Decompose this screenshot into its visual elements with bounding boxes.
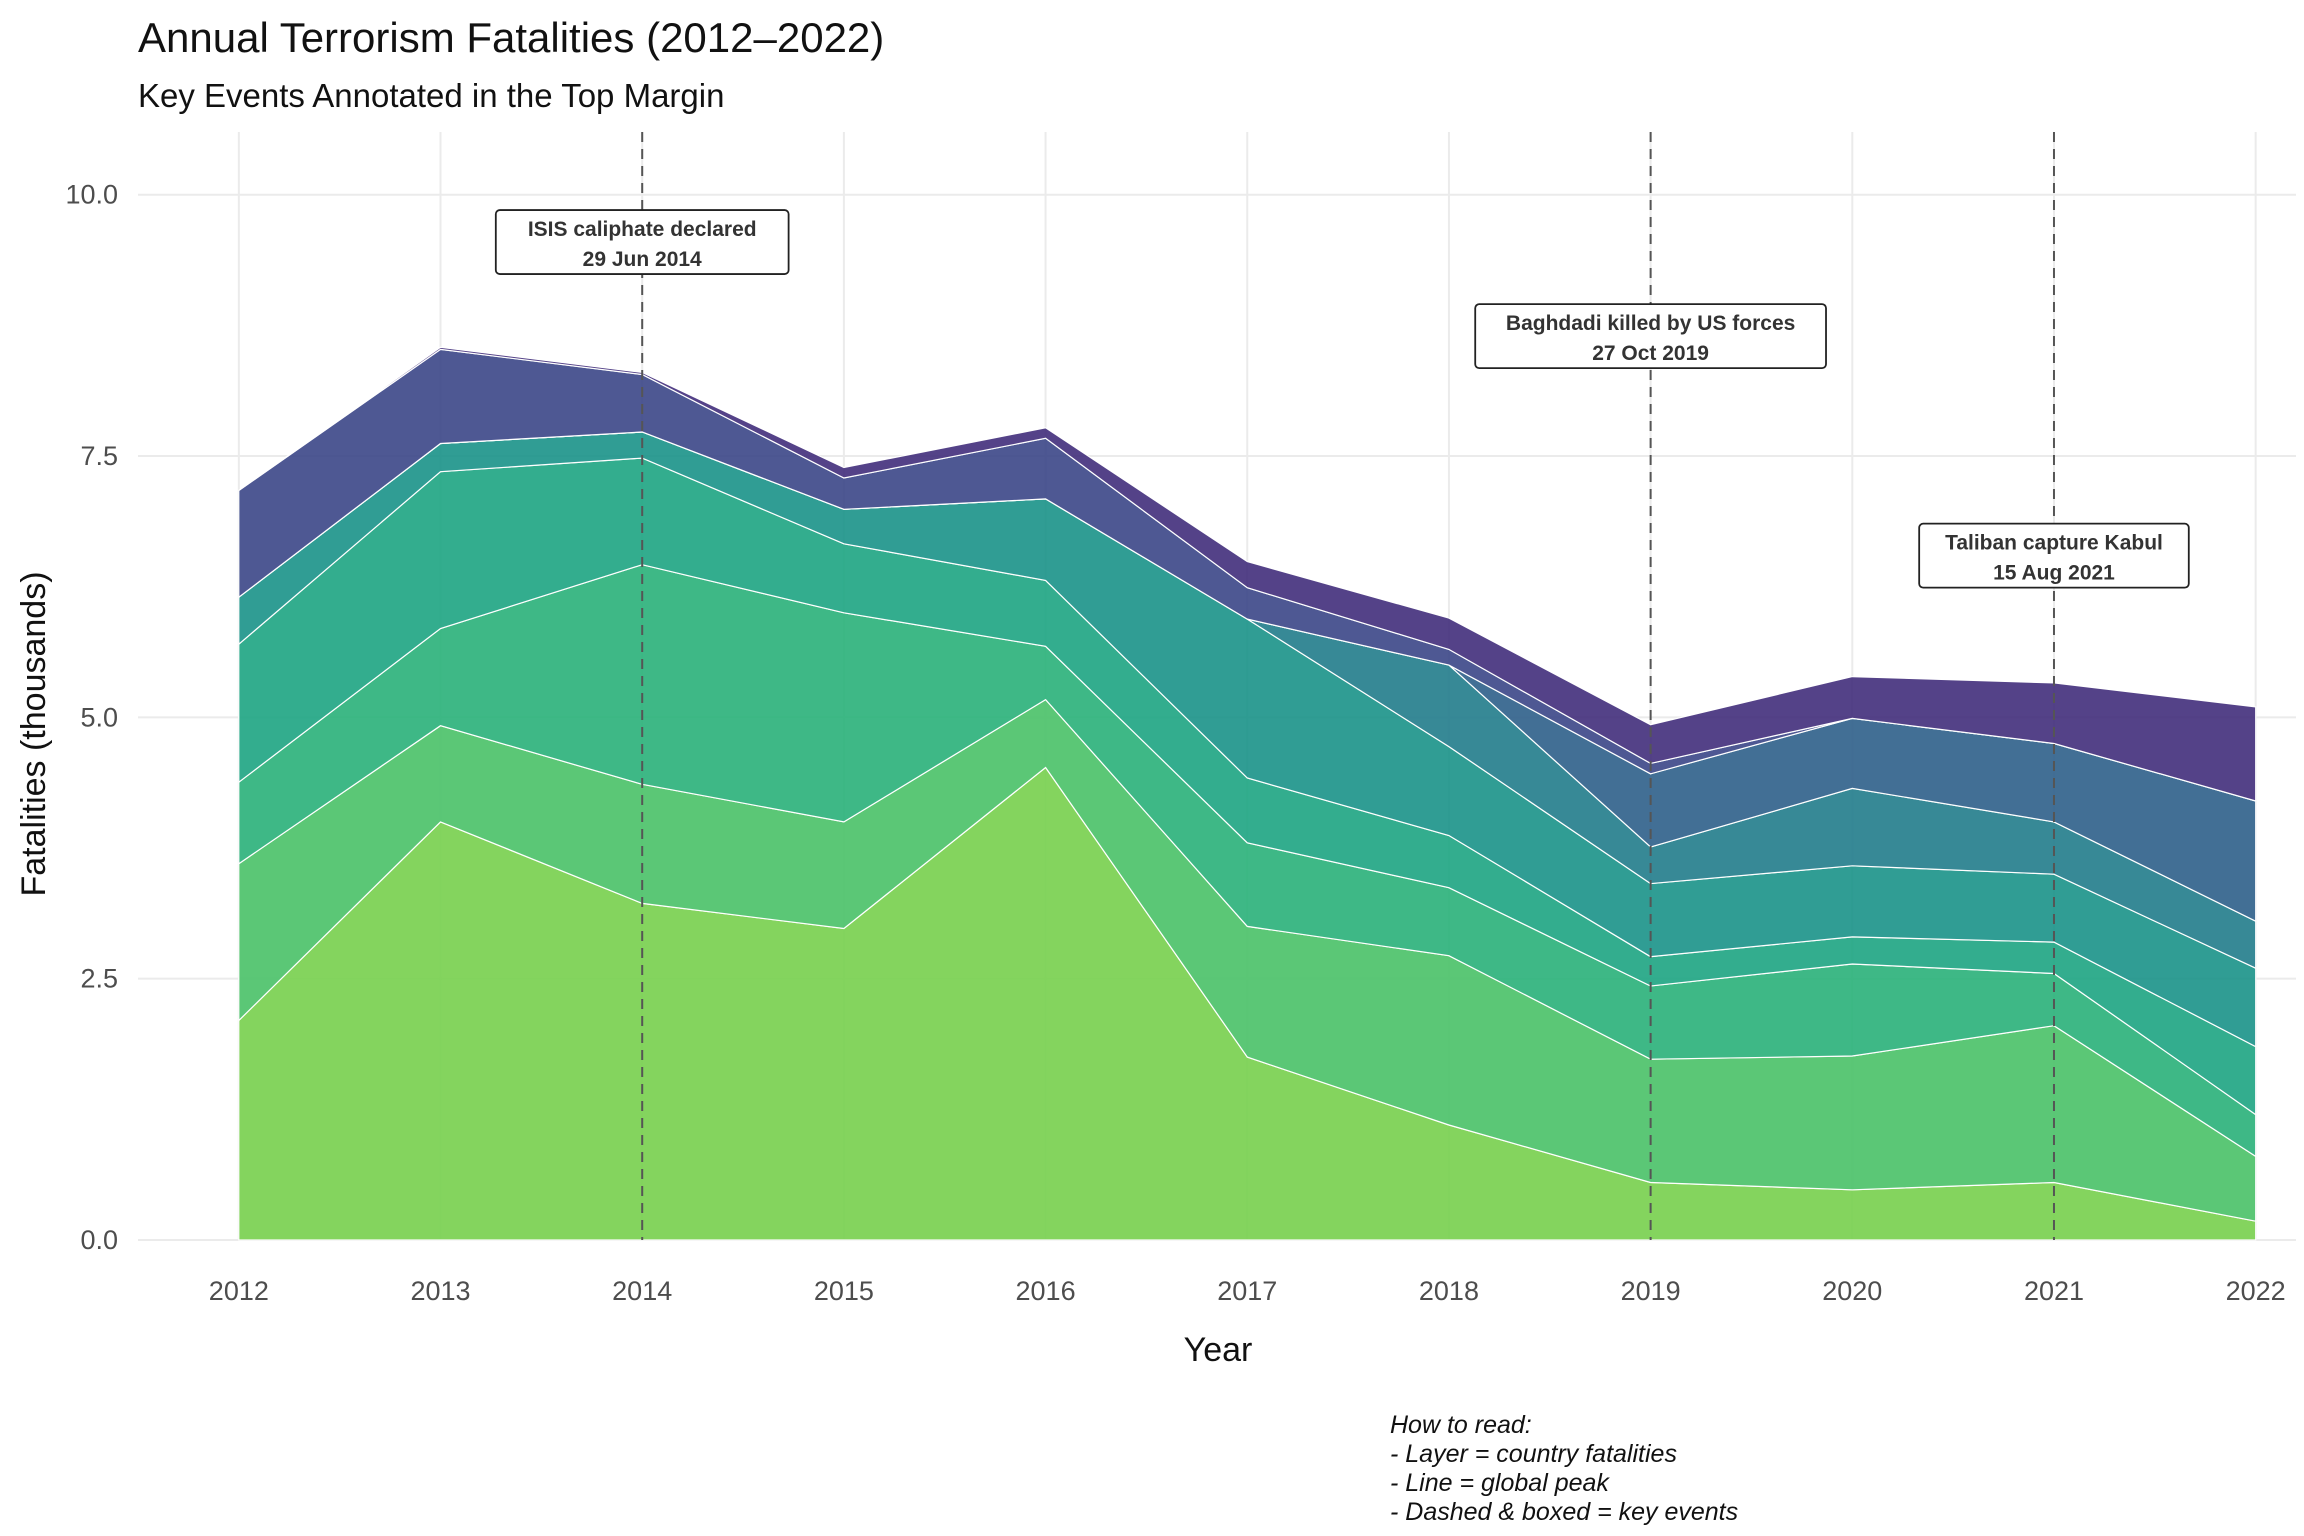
event-date: 29 Jun 2014 <box>583 248 702 271</box>
event-annotation: Baghdadi killed by US forces 27 Oct 2019 <box>1474 303 1827 370</box>
x-tick-label: 2022 <box>2226 1276 2286 1306</box>
event-date: 27 Oct 2019 <box>1592 342 1709 365</box>
event-label: Taliban capture Kabul <box>1945 532 2163 555</box>
event-box <box>1918 522 2190 589</box>
event-label: Baghdadi killed by US forces <box>1506 312 1795 335</box>
y-tick-label: 7.5 <box>80 441 118 471</box>
x-tick-label: 2017 <box>1217 1276 1277 1306</box>
event-box <box>1474 303 1827 370</box>
event-box <box>494 209 790 275</box>
stacked-area-layers <box>238 346 2257 1241</box>
y-tick-label: 5.0 <box>80 702 118 732</box>
x-tick-label: 2019 <box>1621 1276 1681 1306</box>
event-date: 15 Aug 2021 <box>1993 562 2115 585</box>
x-axis-ticks: 2012 2013 2014 2015 2016 2017 2018 2019 2020 2021… <box>209 1276 2286 1306</box>
x-tick-label: 2018 <box>1419 1276 1479 1306</box>
y-axis-title: Fatalities (thousands) <box>15 571 53 896</box>
y-axis-ticks: 0.0 2.5 5.0 7.5 10.0 <box>65 180 118 1255</box>
y-tick-label: 0.0 <box>80 1225 118 1255</box>
note-line: - Dashed & boxed = key events <box>1390 1498 1738 1526</box>
x-tick-label: 2014 <box>612 1276 672 1306</box>
note-line: - Line = global peak <box>1390 1469 1610 1497</box>
x-tick-label: 2016 <box>1016 1276 1076 1306</box>
x-tick-label: 2020 <box>1822 1276 1882 1306</box>
x-tick-label: 2021 <box>2024 1276 2084 1306</box>
note-line: - Layer = country fatalities <box>1390 1440 1677 1468</box>
note-line: How to read: <box>1390 1411 1532 1439</box>
chart-subtitle: Key Events Annotated in the Top Margin <box>138 77 724 114</box>
x-tick-label: 2012 <box>209 1276 269 1306</box>
chart-title: Annual Terrorism Fatalities (2012–2022) <box>138 14 884 61</box>
y-tick-label: 2.5 <box>80 964 118 994</box>
event-annotation: ISIS caliphate declared 29 Jun 2014 <box>494 209 790 275</box>
y-tick-label: 10.0 <box>65 180 118 210</box>
event-annotations: ISIS caliphate declared 29 Jun 2014 Baghda… <box>494 132 2190 1240</box>
x-tick-label: 2015 <box>814 1276 874 1306</box>
area-layer-9 <box>238 346 2257 802</box>
event-annotation: Taliban capture Kabul 15 Aug 2021 <box>1918 522 2190 589</box>
x-axis-title: Year <box>1184 1331 1253 1369</box>
how-to-read-note: How to read: - Layer = country fatalitie… <box>1390 1411 1738 1526</box>
event-label: ISIS caliphate declared <box>528 218 757 241</box>
x-tick-label: 2013 <box>410 1276 470 1306</box>
